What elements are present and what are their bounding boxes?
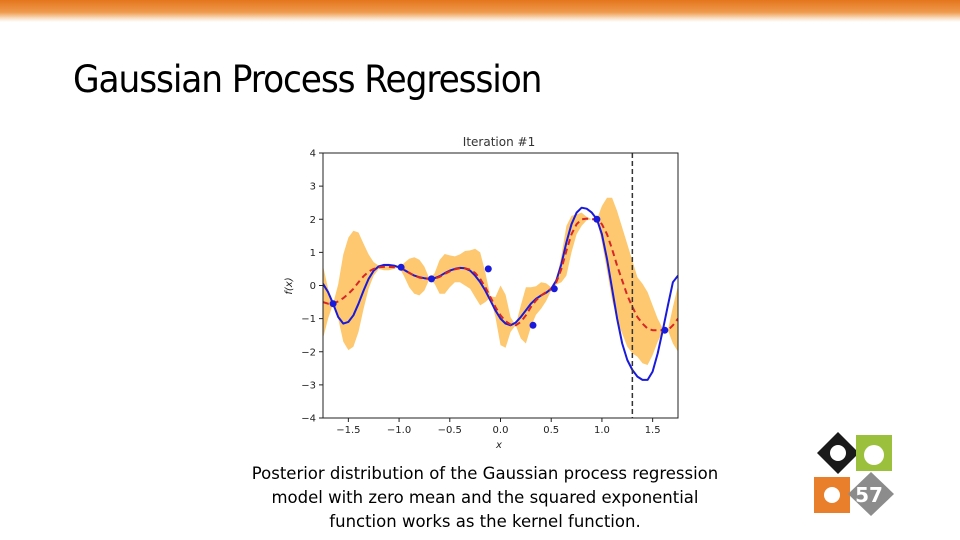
x-tick-label: 1.5 — [645, 425, 661, 436]
x-tick-label: −1.5 — [336, 425, 360, 436]
y-tick-label: −4 — [301, 414, 316, 425]
observation-point — [428, 275, 435, 283]
observation-point — [397, 263, 405, 271]
x-tick-label: 0.0 — [493, 425, 509, 436]
x-tick-label: 1.0 — [594, 425, 610, 436]
gp-regression-chart: Iteration #1 −1.5 −1.0 −0.5 0.0 0.5 1.0 1.5 −4… — [284, 135, 679, 451]
x-axis-label: x — [495, 440, 502, 451]
slide-title: Gaussian Process Regression — [73, 58, 542, 101]
logo-orange-circle — [824, 487, 840, 503]
y-tick-label: 3 — [310, 182, 316, 193]
y-tick-label: 4 — [310, 149, 316, 160]
true-function-line — [323, 206, 678, 381]
y-tick-label: 0 — [310, 281, 316, 292]
y-tick-label: 2 — [310, 215, 316, 226]
x-tick-label: −1.0 — [387, 425, 411, 436]
logo-gray-diamond — [848, 472, 894, 516]
logo-green-circle — [864, 445, 884, 465]
chart-caption: Posterior distribution of the Gaussian p… — [251, 464, 719, 531]
chart-title: Iteration #1 — [463, 135, 535, 149]
observation-point — [550, 285, 558, 293]
x-axis-ticks: −1.5 −1.0 −0.5 0.0 0.5 1.0 1.5 — [336, 418, 661, 436]
plot-area — [323, 153, 678, 418]
confidence-band — [323, 197, 678, 365]
observation-point — [593, 215, 601, 223]
x-tick-label: 0.5 — [543, 425, 559, 436]
y-tick-label: −1 — [301, 314, 316, 325]
x-tick-label: −0.5 — [438, 425, 462, 436]
page-number: 57 — [855, 483, 883, 507]
posterior-mean-line — [323, 217, 678, 332]
top-accent-bar — [0, 0, 960, 22]
y-tick-label: −3 — [301, 380, 316, 391]
observation-point — [329, 300, 337, 308]
observation-point — [484, 265, 492, 273]
y-tick-label: −2 — [301, 347, 316, 358]
y-axis-ticks: −4 −3 −2 −1 0 1 2 3 4 — [301, 149, 323, 425]
y-tick-label: 1 — [310, 248, 316, 259]
observation-point — [529, 321, 537, 329]
y-axis-label: f(x) — [284, 277, 295, 294]
brand-logo: 57 — [814, 432, 894, 516]
logo-white-dot — [830, 445, 846, 461]
observation-point — [661, 326, 669, 334]
